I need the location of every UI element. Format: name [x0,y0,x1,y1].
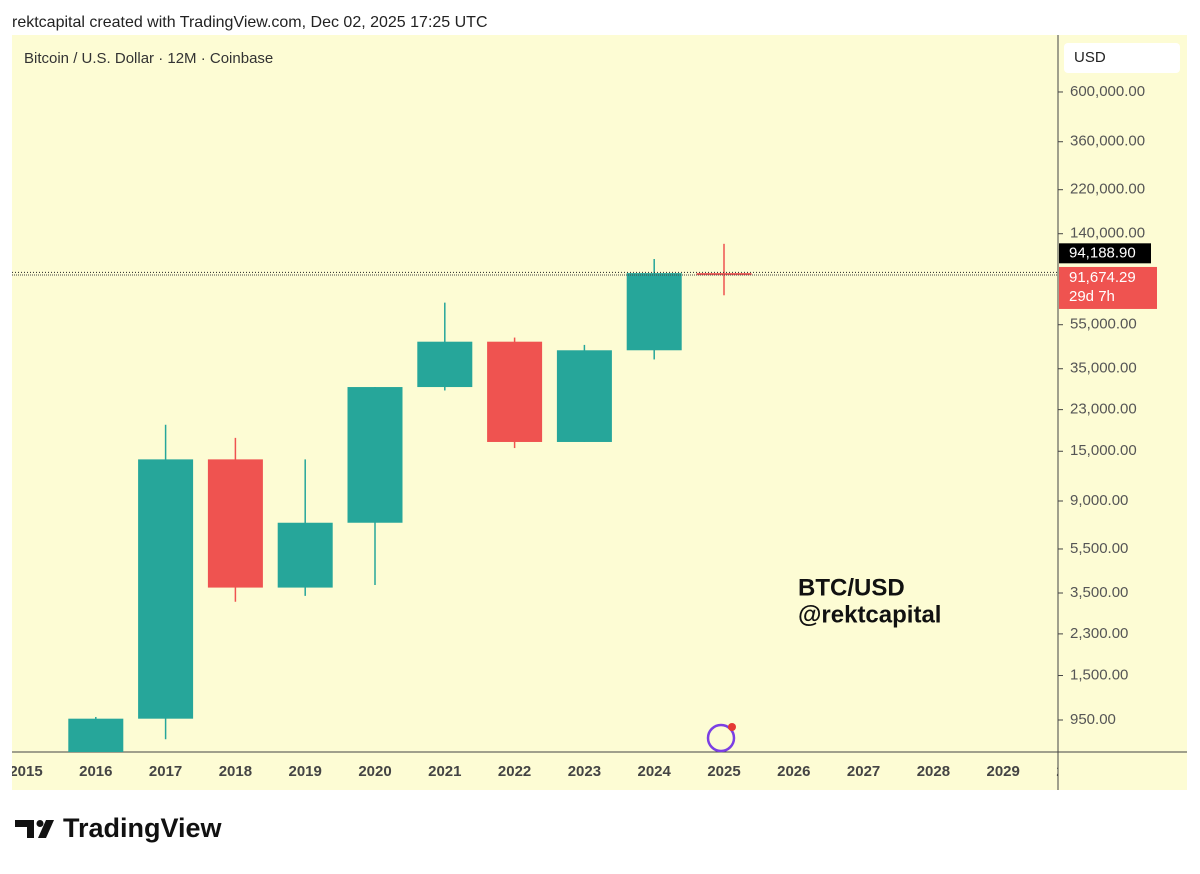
y-tick-label: 220,000.00 [1070,181,1145,198]
x-tick-label: 2020 [358,763,391,780]
watermark: BTC/USD [798,574,905,601]
x-tick-label: 2028 [917,763,950,780]
y-tick-label: 140,000.00 [1070,225,1145,242]
last-price-label: 91,674.29 [1069,269,1136,286]
watermark: @rektcapital [798,601,941,628]
reference-price-box [1059,243,1151,264]
x-tick-label: 2030 [1056,763,1089,780]
y-tick-label: 600,000.00 [1070,83,1145,100]
x-tick-label: 2025 [707,763,740,780]
x-tick-label: 2016 [79,763,112,780]
y-tick-label: 360,000.00 [1070,133,1145,150]
y-tick-label: 1,500.00 [1070,666,1128,683]
candle-body [487,341,543,442]
y-tick-label: 9,000.00 [1070,492,1128,509]
reference-price-label: 94,188.90 [1069,244,1136,261]
x-tick-label: 2024 [638,763,672,780]
candle-body [417,341,473,388]
candle-body [277,522,333,588]
currency-box [1064,43,1180,73]
x-tick-label: 2029 [987,763,1020,780]
x-tick-label: 2026 [777,763,810,780]
x-tick-label: 2023 [568,763,601,780]
tv-logo-icon [15,820,54,838]
symbol-title: Bitcoin / U.S. Dollar · 12M · Coinbase [24,50,273,67]
currency-label: USD [1074,49,1106,66]
x-tick-label: 2019 [289,763,322,780]
x-tick-label: 2021 [428,763,461,780]
x-tick-label: 2018 [219,763,252,780]
countdown-label: 29d 7h [1069,288,1115,305]
x-tick-label: 2017 [149,763,182,780]
plot [12,243,1058,752]
candle-body [138,459,194,719]
time-axis: 2015 2016 2017 2018 2019 2020 2021 2022 2023 2024… [9,763,1089,780]
y-tick-label: 5,500.00 [1070,540,1128,557]
header: rektcapital created with TradingView.com… [12,14,488,31]
y-tick-label: 35,000.00 [1070,360,1137,377]
candle-body [347,387,403,523]
footer-logo: TradingView [63,813,223,843]
candle-body [68,718,124,752]
x-tick-label: 2015 [9,763,42,780]
last-price-box [1059,266,1157,309]
x-tick-label: 2027 [847,763,880,780]
y-tick-label: 950.00 [1070,711,1116,728]
candle-body [696,273,752,276]
candle-body [626,273,682,351]
y-tick-label: 23,000.00 [1070,401,1137,418]
y-tick-label: 55,000.00 [1070,316,1137,333]
y-tick-label: 2,300.00 [1070,625,1128,642]
price-axis: 600,000.00 360,000.00 220,000.00 140,000.00… [1058,83,1157,728]
y-tick-label: 15,000.00 [1070,442,1137,459]
x-tick-label: 2022 [498,763,531,780]
assistant-icon [706,723,736,753]
candle-body [556,350,612,442]
candle-body [207,459,263,588]
y-tick-label: 3,500.00 [1070,584,1128,601]
